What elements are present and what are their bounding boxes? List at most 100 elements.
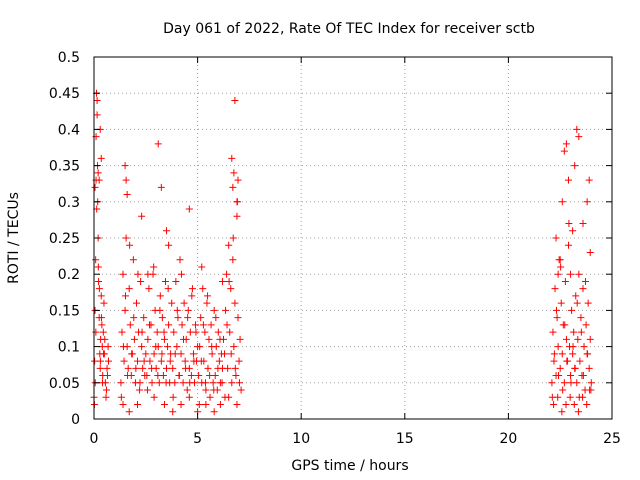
data-point <box>173 306 181 314</box>
data-point <box>144 335 152 343</box>
data-point <box>125 285 133 293</box>
y-axis-label: ROTI / TECUs <box>6 192 22 284</box>
data-point <box>162 379 170 387</box>
data-point <box>577 314 585 322</box>
data-point <box>567 270 575 278</box>
data-point <box>579 220 587 228</box>
data-point <box>228 379 236 387</box>
data-point <box>99 328 107 336</box>
data-point <box>119 401 127 409</box>
data-point <box>95 285 103 293</box>
data-point <box>199 285 207 293</box>
data-point <box>165 241 173 249</box>
data-point <box>574 335 582 343</box>
data-point <box>571 364 579 372</box>
data-point <box>177 270 185 278</box>
data-point <box>134 357 142 365</box>
data-point <box>100 299 108 307</box>
data-point <box>561 321 569 329</box>
data-point <box>221 350 229 358</box>
data-point <box>214 328 222 336</box>
data-point <box>225 393 233 401</box>
data-point <box>195 401 203 409</box>
data-point <box>154 140 162 148</box>
y-tick-label: 0.25 <box>49 231 80 247</box>
data-point <box>189 350 197 358</box>
data-point <box>562 401 570 409</box>
data-point <box>176 256 184 264</box>
data-point <box>169 364 177 372</box>
data-point <box>91 183 99 191</box>
data-point <box>218 277 226 285</box>
data-point <box>150 350 158 358</box>
y-tick-label: 0.5 <box>58 50 80 66</box>
data-point <box>584 299 592 307</box>
data-point <box>234 176 242 184</box>
data-point <box>179 379 187 387</box>
data-point <box>166 357 174 365</box>
data-point <box>577 328 585 336</box>
data-point <box>569 343 577 351</box>
data-point <box>123 191 131 199</box>
data-point <box>582 321 590 329</box>
data-point <box>180 335 188 343</box>
data-point <box>132 299 140 307</box>
data-point <box>117 379 125 387</box>
data-point <box>229 183 237 191</box>
data-point <box>132 364 140 372</box>
data-point <box>143 386 151 394</box>
data-point <box>558 408 566 416</box>
data-point <box>556 364 564 372</box>
data-point <box>178 321 186 329</box>
data-point <box>121 162 129 170</box>
data-point <box>100 350 108 358</box>
data-point <box>201 328 209 336</box>
y-tick-label: 0.15 <box>49 303 80 319</box>
data-point <box>146 321 154 329</box>
data-point <box>570 401 578 409</box>
data-point <box>564 241 572 249</box>
data-point <box>139 364 147 372</box>
data-point <box>128 350 136 358</box>
data-point <box>121 306 129 314</box>
data-point <box>210 306 218 314</box>
data-point <box>182 364 190 372</box>
data-point <box>215 357 223 365</box>
data-point <box>209 379 217 387</box>
data-point <box>130 314 138 322</box>
data-point <box>549 328 557 336</box>
data-point <box>554 343 562 351</box>
data-point <box>94 169 102 177</box>
data-point <box>119 343 127 351</box>
data-point <box>134 401 142 409</box>
data-point <box>121 292 129 300</box>
data-point <box>98 321 106 329</box>
data-point <box>190 357 198 365</box>
data-point <box>563 357 571 365</box>
data-point <box>575 133 583 141</box>
data-point <box>163 227 171 235</box>
data-point <box>146 357 154 365</box>
x-tick-label: 5 <box>193 431 202 447</box>
data-point <box>161 277 169 285</box>
data-point <box>569 227 577 235</box>
data-point <box>92 256 100 264</box>
data-point <box>95 176 103 184</box>
data-point <box>186 379 194 387</box>
data-point <box>232 372 240 380</box>
data-point <box>198 263 206 271</box>
data-point <box>184 314 192 322</box>
data-point <box>583 198 591 206</box>
data-point <box>124 372 132 380</box>
grid-lines <box>94 57 612 419</box>
data-points <box>90 89 595 416</box>
data-point <box>562 335 570 343</box>
data-point <box>158 350 166 358</box>
data-point <box>184 306 192 314</box>
data-point <box>552 306 560 314</box>
data-point <box>558 198 566 206</box>
data-point <box>552 234 560 242</box>
data-point <box>155 379 163 387</box>
data-point <box>160 335 168 343</box>
axis-ticks: 0 5 10 15 20 25 0 0.05 0.1 0.15 0.2 0.25 0.3 0.35 0.4 0… <box>49 50 621 447</box>
